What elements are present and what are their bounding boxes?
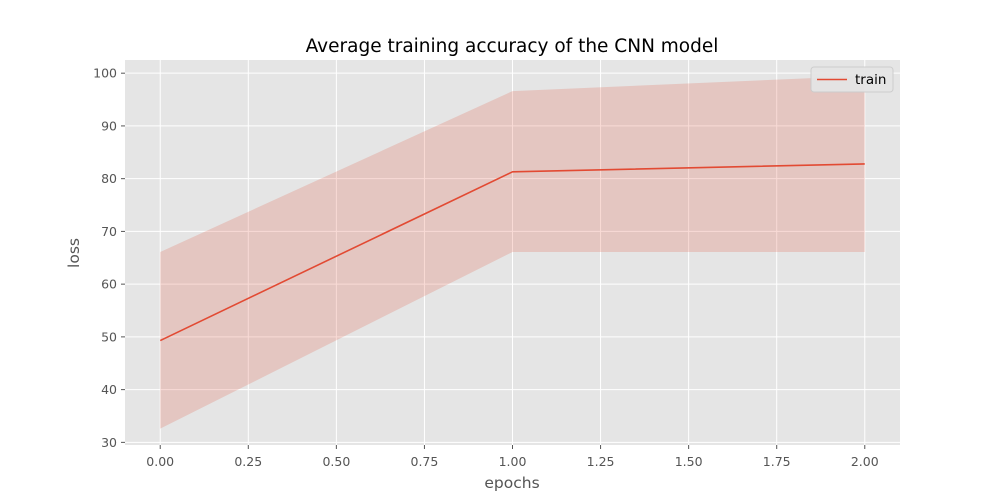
- x-axis-label: epochs: [484, 474, 539, 492]
- legend-label-train: train: [855, 72, 886, 88]
- x-tick-label: 2.00: [851, 454, 879, 469]
- y-tick-label: 70: [101, 224, 117, 239]
- confidence-band-train: [160, 75, 865, 429]
- y-axis-label: loss: [65, 238, 83, 268]
- x-tick-label: 0.50: [322, 454, 350, 469]
- x-tick-label: 0.75: [411, 454, 439, 469]
- x-tick-label: 1.00: [499, 454, 527, 469]
- legend: train: [810, 66, 894, 93]
- y-tick-label: 90: [101, 118, 117, 133]
- confidence-bands: [160, 75, 865, 429]
- y-tick-label: 80: [101, 171, 117, 186]
- y-tick-label: 30: [101, 435, 117, 450]
- y-tick-label: 60: [101, 277, 117, 292]
- legend-box: [810, 66, 894, 93]
- x-tick-label: 1.50: [675, 454, 703, 469]
- x-tick-label: 1.75: [763, 454, 791, 469]
- y-axis-ticks: 30 40 50 60 70 80 90 100: [93, 66, 125, 450]
- x-tick-label: 0.00: [146, 454, 174, 469]
- y-tick-label: 100: [93, 66, 117, 81]
- series-line-train: [159, 163, 865, 342]
- y-tick-label: 50: [101, 329, 117, 344]
- chart-title: Average training accuracy of the CNN mod…: [306, 36, 719, 57]
- y-tick-label: 40: [101, 382, 117, 397]
- series-lines: [159, 163, 865, 342]
- x-tick-label: 1.25: [587, 454, 615, 469]
- grid-lines: [125, 60, 900, 445]
- x-tick-label: 0.25: [234, 454, 262, 469]
- x-axis-ticks: 0.00 0.25 0.50 0.75 1.00 1.25 1.50 1.75 2.00: [146, 445, 879, 469]
